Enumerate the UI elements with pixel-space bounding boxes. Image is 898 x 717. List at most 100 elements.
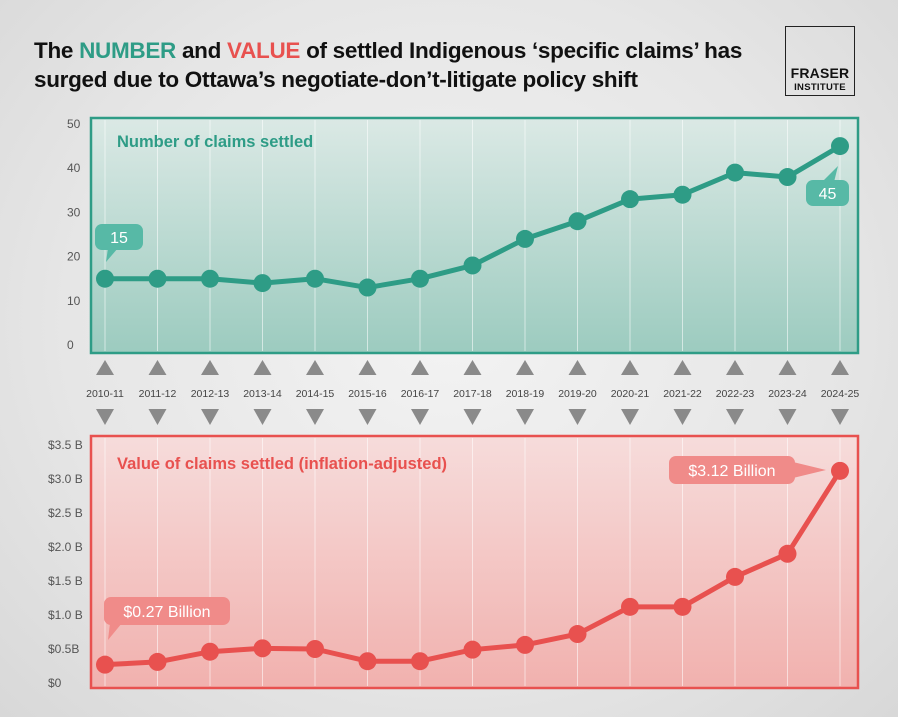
x-tick-label-2019-20: 2019-20 <box>558 388 597 400</box>
down-arrow-icon <box>621 409 639 425</box>
claims-value-y-tick-label: $0 <box>48 676 62 690</box>
x-tick-label-2010-11: 2010-11 <box>86 388 124 400</box>
claims-count-point-2017-18 <box>463 256 482 275</box>
claims-count-point-2018-19 <box>516 229 534 248</box>
claims-count-point-2010-11 <box>96 269 114 288</box>
claims-value-point-2014-15 <box>306 640 324 658</box>
x-tick-label-2014-15: 2014-15 <box>296 388 335 400</box>
year-axis: 2010-11 2011-12 2012-13 2013-14 2014-15 2015-… <box>86 360 859 425</box>
claims-value-callout-text: $3.12 Billion <box>688 463 775 480</box>
claims-value-callout-tail <box>108 623 122 640</box>
down-arrow-icon <box>726 409 744 425</box>
claims-count-point-2021-22 <box>673 185 692 204</box>
down-arrow-icon <box>201 409 219 425</box>
claims-count-y-tick-label: 30 <box>67 205 81 219</box>
up-arrow-icon <box>621 360 639 375</box>
claims-value-point-2019-20 <box>568 625 587 644</box>
claims-value-y-tick-label: $2.5 B <box>48 506 83 520</box>
x-tick-label-2012-13: 2012-13 <box>191 388 230 400</box>
x-tick-label-2016-17: 2016-17 <box>401 388 440 400</box>
down-arrow-icon <box>516 409 534 425</box>
claims-count-y-tick-label: 10 <box>67 294 81 308</box>
up-arrow-icon <box>831 360 849 375</box>
claims-value-y-tick-label: $3.0 B <box>48 472 83 486</box>
down-arrow-icon <box>463 409 482 425</box>
claims-count-callout: 45 <box>806 166 849 206</box>
claims-value-point-2018-19 <box>516 635 534 654</box>
up-arrow-icon <box>778 360 797 375</box>
logo-line2: INSTITUTE <box>794 82 846 93</box>
title-part1: The <box>34 38 80 63</box>
claims-count-y-tick-label: 40 <box>67 161 81 175</box>
x-tick-label-2015-16: 2015-16 <box>348 388 387 400</box>
claims-value-point-2017-18 <box>463 640 482 659</box>
up-arrow-icon <box>411 360 429 375</box>
claims-count-point-2015-16 <box>358 278 377 297</box>
title-part2: and <box>176 38 228 63</box>
claims-count-point-2012-13 <box>201 269 219 288</box>
claims-value-point-2010-11 <box>96 655 114 674</box>
down-arrow-icon <box>96 409 114 425</box>
down-arrow-icon <box>673 409 692 425</box>
claims-value-panel-title: Value of claims settled (inflation-adjus… <box>117 455 447 473</box>
x-tick-label-2021-22: 2021-22 <box>663 388 702 400</box>
claims-count-y-tick-label: 20 <box>67 250 81 264</box>
claims-value-point-2023-24 <box>778 544 797 563</box>
claims-count-y-tick-label: 0 <box>67 338 74 352</box>
claims-count-callout-text: 45 <box>819 186 837 203</box>
claims-count-point-2024-25 <box>831 137 849 156</box>
claims-value-y-tick-label: $3.5 B <box>48 438 83 452</box>
claims-value-point-2011-12 <box>148 652 167 671</box>
up-arrow-icon <box>673 360 692 375</box>
up-arrow-icon <box>306 360 324 375</box>
claims-count-y-tick-label: 50 <box>67 117 81 131</box>
claims-count-point-2014-15 <box>306 269 324 288</box>
claims-value-callout-text: $0.27 Billion <box>123 604 210 621</box>
claims-value-point-2012-13 <box>201 642 219 661</box>
x-tick-label-2018-19: 2018-19 <box>506 388 545 400</box>
claims-count-panel <box>89 116 860 355</box>
claims-value-y-tick-label: $2.0 B <box>48 540 83 554</box>
down-arrow-icon <box>831 409 849 425</box>
claims-count-chart: 0 10 20 30 40 50 Number of claims settled 15 45 <box>67 116 860 355</box>
claims-count-callout-box <box>95 224 143 250</box>
claims-count-callout-box <box>806 180 849 206</box>
up-arrow-icon <box>726 360 744 375</box>
up-arrow-icon <box>463 360 482 375</box>
claims-value-y-tick-label: $0.5B <box>48 642 79 656</box>
x-tick-label-2022-23: 2022-23 <box>716 388 755 400</box>
claims-count-callout-text: 15 <box>110 230 128 247</box>
up-arrow-icon <box>96 360 114 375</box>
claims-value-callout-box <box>669 456 795 484</box>
claims-value-point-2021-22 <box>673 597 692 616</box>
claims-value-callout-tail <box>793 462 826 478</box>
claims-value-callout: $3.12 Billion <box>669 456 826 484</box>
claims-count-callout: 15 <box>95 224 143 262</box>
claims-count-point-2020-21 <box>621 190 639 209</box>
claims-value-point-2013-14 <box>253 639 272 658</box>
claims-value-y-tick-label: $1.5 B <box>48 574 83 588</box>
claims-count-point-2019-20 <box>568 212 587 231</box>
down-arrow-icon <box>306 409 324 425</box>
up-arrow-icon <box>253 360 272 375</box>
x-tick-label-2023-24: 2023-24 <box>768 388 807 400</box>
down-arrow-icon <box>148 409 167 425</box>
claims-value-point-2020-21 <box>621 597 639 616</box>
title-number-word: NUMBER <box>79 38 177 63</box>
x-tick-label-2011-12: 2011-12 <box>139 388 177 400</box>
claims-value-callout: $0.27 Billion <box>104 597 230 640</box>
claims-count-point-2022-23 <box>726 163 744 182</box>
claims-count-point-2011-12 <box>148 269 167 288</box>
chart-title: The NUMBER and VALUE of settled Indigeno… <box>34 36 774 94</box>
claims-count-point-2016-17 <box>411 269 429 288</box>
up-arrow-icon <box>568 360 587 375</box>
claims-count-panel-title: Number of claims settled <box>117 133 313 151</box>
down-arrow-icon <box>411 409 429 425</box>
claims-value-point-2024-25 <box>831 461 849 480</box>
x-tick-label-2013-14: 2013-14 <box>243 388 282 400</box>
claims-value-y-tick-label: $1.0 B <box>48 608 83 622</box>
logo-line1: FRASER <box>790 65 850 81</box>
down-arrow-icon <box>253 409 272 425</box>
x-tick-label-2024-25: 2024-25 <box>821 388 860 400</box>
